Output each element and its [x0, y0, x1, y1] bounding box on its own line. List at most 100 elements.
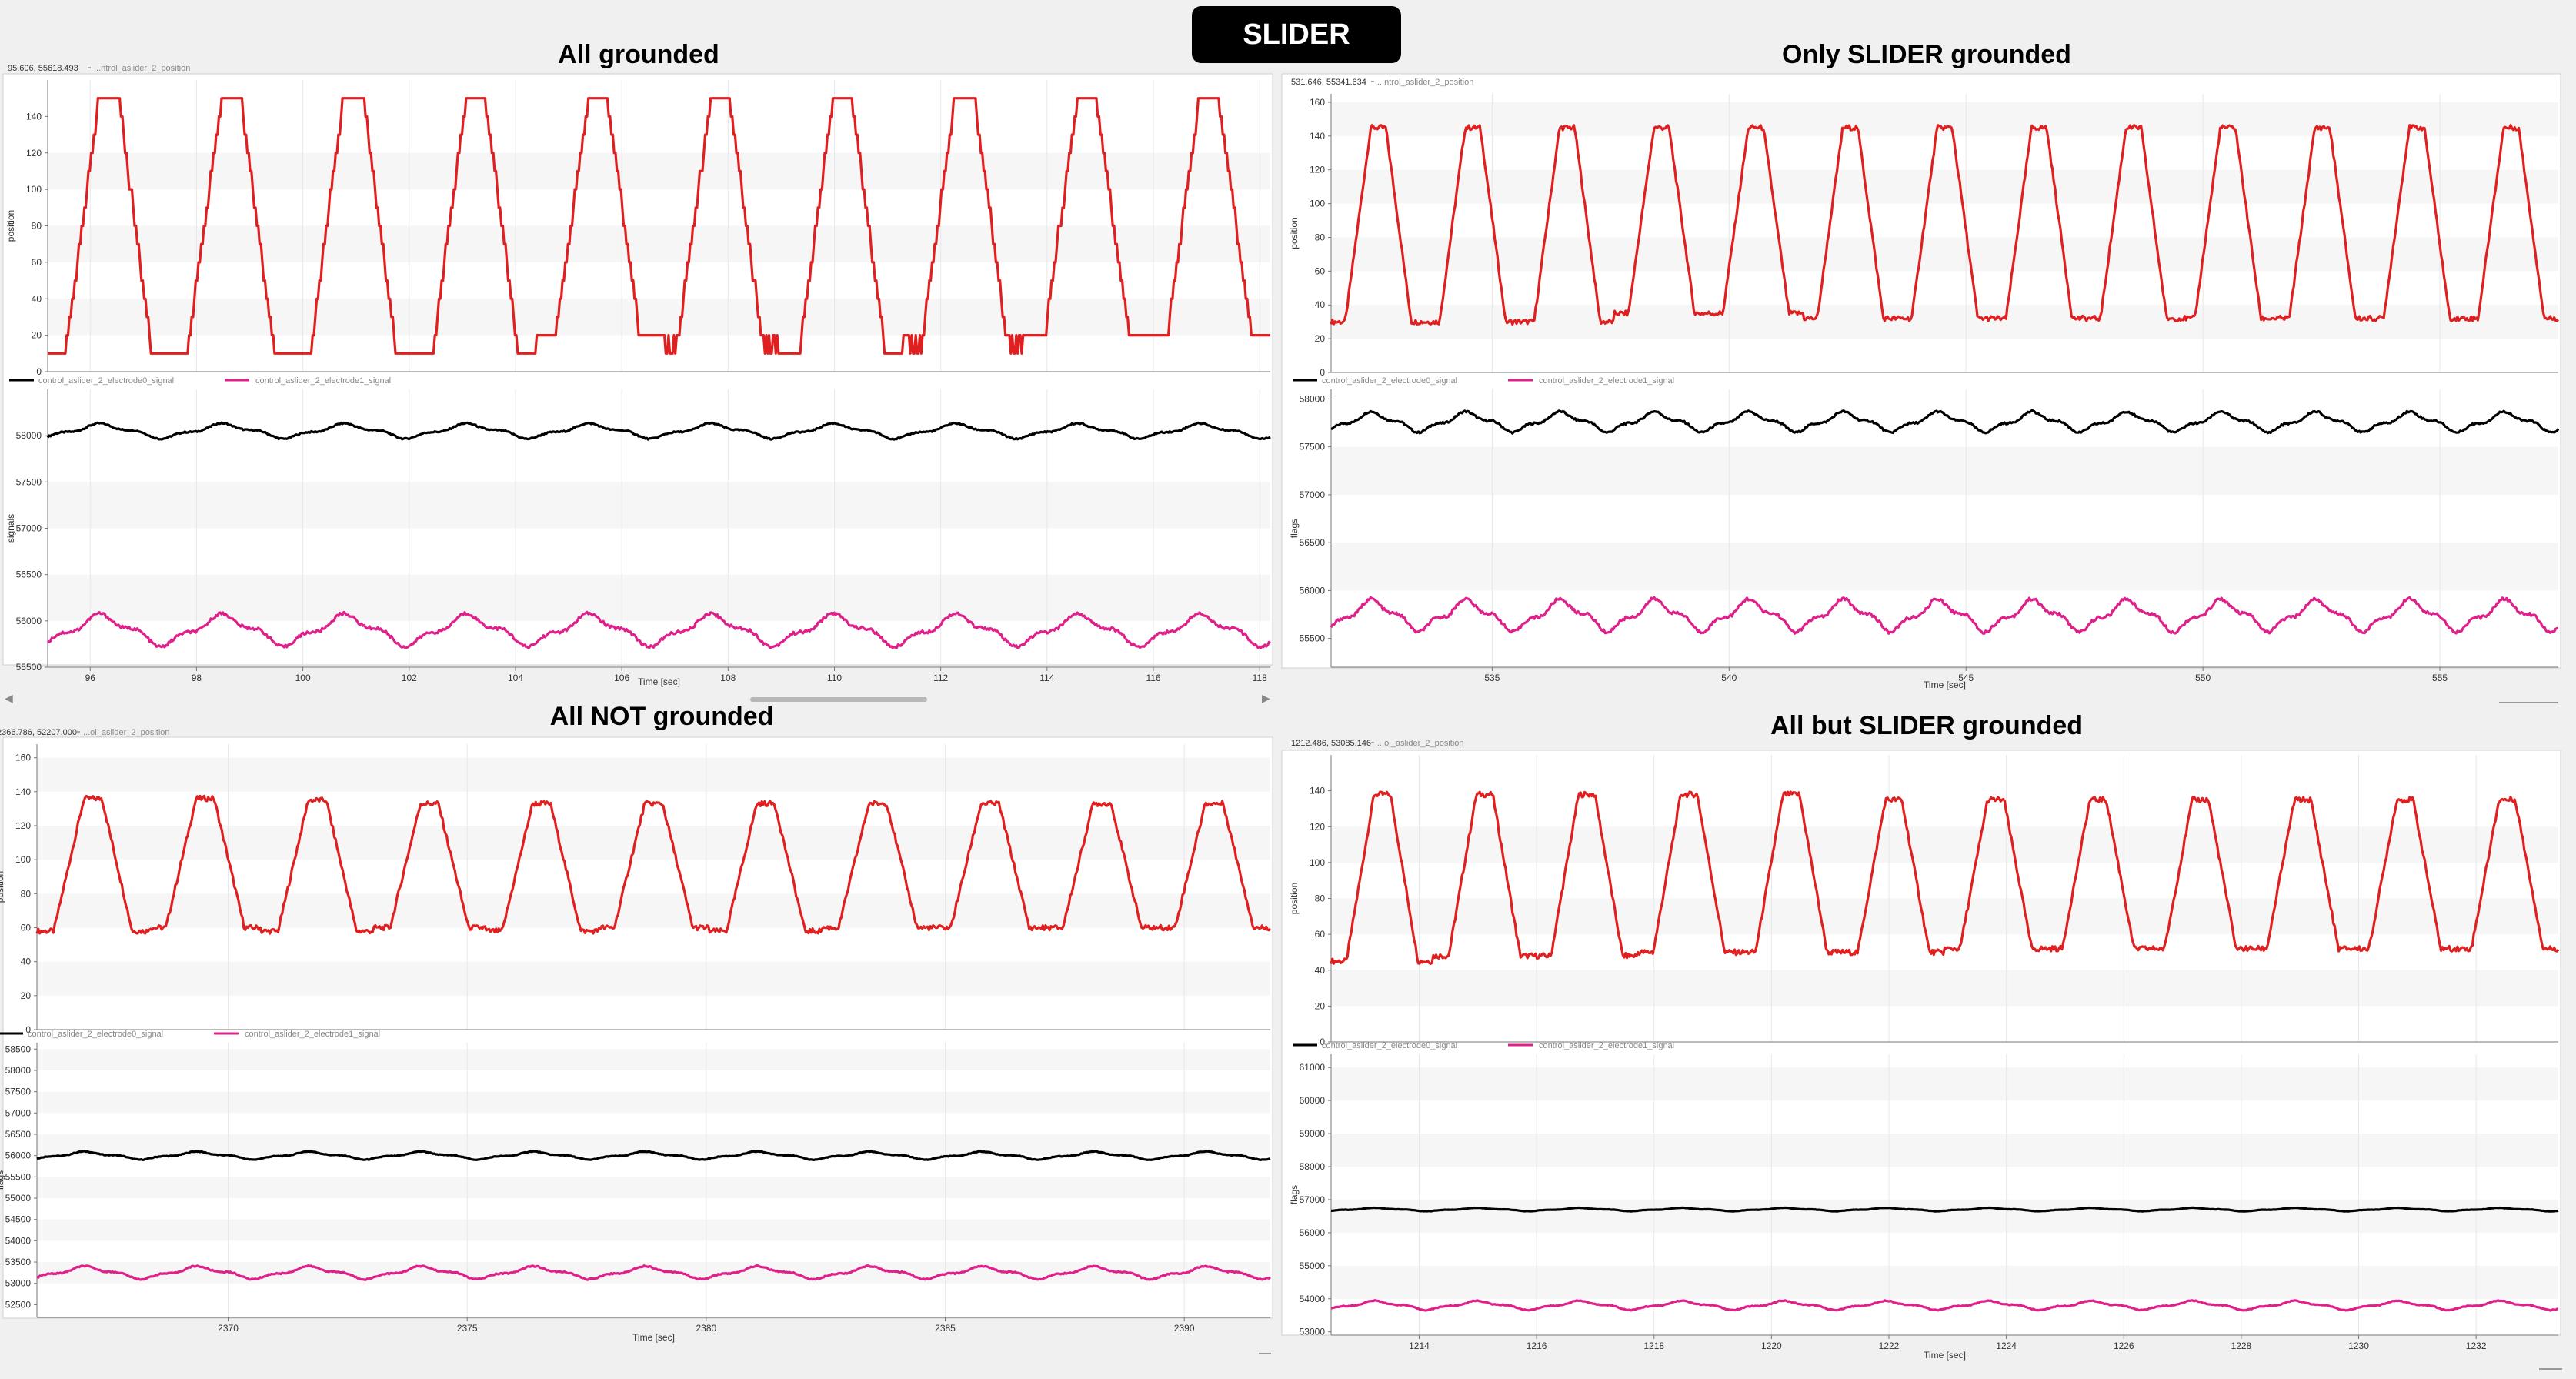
chart3-position-line: [1330, 790, 2560, 965]
chart2-bottom-band: [37, 1091, 1270, 1114]
chart3-bottom-band: [1331, 1199, 2558, 1233]
chart3-xtick-label: 1216: [1527, 1341, 1547, 1351]
chart0-top-band: [48, 225, 1270, 262]
chart0-top-ytick-label: 60: [32, 257, 42, 268]
chart0-top-legend-label: ...ntrol_aslider_2_position: [94, 64, 190, 73]
chart2-bottom-ytick-label: 52500: [5, 1299, 32, 1310]
chart0-bottom-band: [48, 574, 1270, 621]
chart2-top-band: [37, 757, 1270, 792]
chart2-xtick-label: 2380: [696, 1323, 716, 1334]
chart2-bottom-ylabel: flags: [0, 1170, 5, 1190]
chart2-bottom-band: [37, 1177, 1270, 1199]
chart0-xtick-label: 114: [1039, 673, 1054, 683]
chart2-electrode0-signal-line: [36, 1150, 1271, 1161]
panel-title-all-but-slider-grounded: All but SLIDER grounded: [1770, 711, 2084, 740]
chart0-bottom-band: [48, 482, 1270, 529]
chart0-xtick-label: 110: [827, 673, 842, 683]
chart2-bottom-ytick-label: 57000: [5, 1107, 32, 1118]
chart1-bottom-ytick-label: 57000: [1300, 489, 1326, 500]
chart1-legend-electrode1-label: control_aslider_2_electrode1_signal: [1539, 376, 1674, 386]
chart0-top-ytick-label: 40: [32, 293, 42, 304]
chart2-bottom-ytick-label: 53500: [5, 1257, 32, 1267]
chart3-top-legend-label: ...ol_aslider_2_position: [1377, 739, 1464, 748]
chart2-top-ytick-label: 140: [15, 786, 31, 797]
chart0-xtick-label: 118: [1253, 673, 1267, 683]
chart3-xtick-label: 1220: [1761, 1341, 1782, 1351]
chart0-bottom-ytick-label: 57500: [16, 476, 42, 487]
chart3-xtick-label: 1224: [1996, 1341, 2017, 1351]
chart3-bottom-ytick-label: 59000: [1300, 1128, 1326, 1139]
chart3-top-ytick-label: 140: [1310, 786, 1325, 796]
chart3-bottom-ytick-label: 55000: [1300, 1260, 1326, 1271]
chart0-bottom-ytick-label: 56000: [16, 616, 42, 626]
chart0-legend-electrode1-label: control_aslider_2_electrode1_signal: [255, 376, 391, 386]
chart2-legend-electrode1-label: control_aslider_2_electrode1_signal: [245, 1030, 380, 1039]
chart0-top-band: [48, 299, 1270, 336]
chart3-xtick-label: 1230: [2348, 1341, 2369, 1351]
chart0-bottom-ytick-label: 56500: [16, 569, 42, 580]
chart2-bottom-ytick-label: 55500: [5, 1171, 32, 1182]
chart2-legend-electrode0-label: control_aslider_2_electrode0_signal: [28, 1030, 163, 1039]
chart0-position-line: [48, 97, 1270, 355]
chart2-top-ytick-label: 0: [25, 1024, 31, 1035]
chart2-xtick-label: 2390: [1174, 1323, 1195, 1334]
chart1-xtick-label: 550: [2195, 673, 2211, 683]
chart3-xtick-label: 1218: [1643, 1341, 1664, 1351]
chart3-bottom-band: [1331, 1134, 2558, 1167]
chart1-xtick-label: 535: [1484, 673, 1500, 683]
chart3-bottom-ytick-label: 54000: [1300, 1294, 1326, 1304]
chart3-xtick-label: 1214: [1409, 1341, 1430, 1351]
chart2-xlabel: Time [sec]: [632, 1332, 675, 1343]
chart0-top-ytick-label: 120: [26, 148, 42, 159]
chart1-top-ytick-label: 160: [1310, 97, 1325, 108]
chart3-electrode0-signal-line: [1331, 1206, 2559, 1213]
chart2-bottom-ytick-label: 58000: [5, 1065, 32, 1076]
chart2-bottom-band: [37, 1219, 1270, 1241]
chart1-bottom-ytick-label: 56500: [1300, 537, 1326, 548]
chart2-xtick-label: 2385: [935, 1323, 956, 1334]
chart2-top-ytick-label: 20: [21, 990, 32, 1001]
chart2-bottom-ytick-label: 55000: [5, 1193, 32, 1204]
chart3-electrode1-signal-line: [1330, 1299, 2559, 1312]
chart2-top-ytick-label: 60: [21, 923, 32, 933]
chart2-top-ylabel: position: [0, 871, 5, 903]
chart0-xtick-label: 98: [192, 673, 202, 683]
chart3-top-band: [1331, 826, 2558, 863]
chart1-top-ytick-label: 100: [1310, 199, 1325, 209]
scroll-right-arrow-icon[interactable]: ▶: [1262, 693, 1270, 705]
zoom-bar-bottom-right[interactable]: [2539, 1368, 2562, 1370]
chart0-coord-readout: 95.606, 55618.493: [8, 64, 78, 73]
chart1-top-ytick-label: 80: [1315, 232, 1326, 242]
chart3-top-ytick-label: 100: [1310, 857, 1325, 868]
chart0-xtick-label: 100: [295, 673, 311, 683]
chart3-coord-readout: 1212.486, 53085.146: [1291, 739, 1371, 748]
chart1-top-band: [1331, 237, 2558, 272]
chart2-top-ytick-label: 100: [15, 854, 31, 865]
panel-title-only-slider-grounded: Only SLIDER grounded: [1782, 40, 2071, 69]
chart2-top-band: [37, 961, 1270, 996]
scroll-left-arrow-icon[interactable]: ◀: [5, 693, 13, 705]
chart0-top-ylabel: position: [5, 210, 16, 242]
chart3-xtick-label: 1222: [1879, 1341, 1900, 1351]
chart0-xtick-label: 108: [720, 673, 736, 683]
chart1-xtick-label: 545: [1958, 673, 1974, 683]
chart2-bottom-ytick-label: 54000: [5, 1235, 32, 1246]
horizontal-scrollbar-thumb[interactable]: [750, 697, 927, 702]
chart0-electrode0-signal-line: [46, 421, 1271, 441]
chart1-bottom-ylabel: flags: [1289, 519, 1300, 538]
chart1-bottom-ytick-label: 55500: [1300, 633, 1326, 644]
chart3-top-ytick-label: 80: [1315, 893, 1326, 904]
chart3-top-ytick-label: 60: [1315, 929, 1326, 940]
chart3-bottom-band: [1331, 1067, 2558, 1101]
chart0-bottom-ytick-label: 58000: [16, 430, 42, 441]
chart0-legend-electrode0-label: control_aslider_2_electrode0_signal: [38, 376, 174, 386]
chart1-bottom-band: [1331, 446, 2558, 495]
chart2-top-ytick-label: 120: [15, 820, 31, 831]
zoom-bar-top-right[interactable]: [2499, 702, 2558, 703]
slider-badge: SLIDER: [1192, 6, 1401, 63]
chart3-xtick-label: 1228: [2231, 1341, 2252, 1351]
chart2-top-ytick-label: 80: [21, 888, 32, 899]
panel-title-all-grounded: All grounded: [558, 40, 719, 69]
zoom-bar-bottom-left[interactable]: [1259, 1353, 1271, 1354]
